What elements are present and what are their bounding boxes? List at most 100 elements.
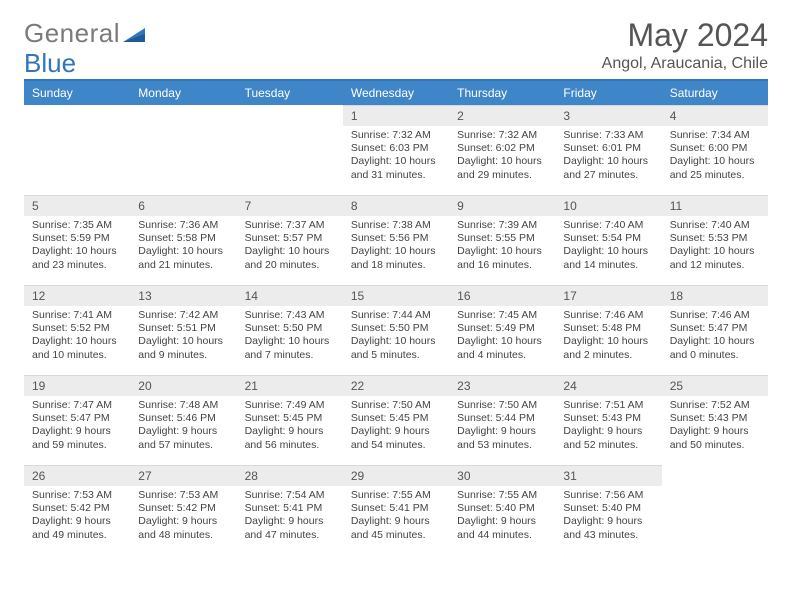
day-number: 8 — [343, 195, 449, 216]
daylight-line: Daylight: 10 hours and 27 minutes. — [563, 155, 653, 181]
sunrise-line: Sunrise: 7:54 AM — [245, 489, 335, 502]
sunrise-line: Sunrise: 7:49 AM — [245, 399, 335, 412]
day-body: Sunrise: 7:34 AMSunset: 6:00 PMDaylight:… — [662, 126, 768, 195]
daylight-line: Daylight: 9 hours and 43 minutes. — [563, 515, 653, 541]
sunset-line: Sunset: 5:48 PM — [563, 322, 653, 335]
sunset-line: Sunset: 5:46 PM — [138, 412, 228, 425]
sunset-line: Sunset: 6:02 PM — [457, 142, 547, 155]
daylight-line: Daylight: 9 hours and 49 minutes. — [32, 515, 122, 541]
daylight-line: Daylight: 10 hours and 4 minutes. — [457, 335, 547, 361]
daylight-line: Daylight: 10 hours and 7 minutes. — [245, 335, 335, 361]
day-number: 1 — [343, 105, 449, 126]
day-cell: 5Sunrise: 7:35 AMSunset: 5:59 PMDaylight… — [24, 195, 130, 285]
sunset-line: Sunset: 5:44 PM — [457, 412, 547, 425]
sunrise-line: Sunrise: 7:38 AM — [351, 219, 441, 232]
daylight-line: Daylight: 10 hours and 10 minutes. — [32, 335, 122, 361]
day-body: Sunrise: 7:53 AMSunset: 5:42 PMDaylight:… — [24, 486, 130, 555]
daylight-line: Daylight: 9 hours and 45 minutes. — [351, 515, 441, 541]
sunset-line: Sunset: 5:43 PM — [563, 412, 653, 425]
day-cell: 11Sunrise: 7:40 AMSunset: 5:53 PMDayligh… — [662, 195, 768, 285]
day-body: Sunrise: 7:53 AMSunset: 5:42 PMDaylight:… — [130, 486, 236, 555]
day-cell: 30Sunrise: 7:55 AMSunset: 5:40 PMDayligh… — [449, 465, 555, 555]
day-number: 23 — [449, 375, 555, 396]
sunset-line: Sunset: 5:41 PM — [351, 502, 441, 515]
day-number: 25 — [662, 375, 768, 396]
sunrise-line: Sunrise: 7:53 AM — [32, 489, 122, 502]
day-number: 4 — [662, 105, 768, 126]
sunrise-line: Sunrise: 7:40 AM — [563, 219, 653, 232]
daylight-line: Daylight: 9 hours and 50 minutes. — [670, 425, 760, 451]
day-body: Sunrise: 7:32 AMSunset: 6:02 PMDaylight:… — [449, 126, 555, 195]
day-cell: 29Sunrise: 7:55 AMSunset: 5:41 PMDayligh… — [343, 465, 449, 555]
sunset-line: Sunset: 5:56 PM — [351, 232, 441, 245]
day-body: Sunrise: 7:36 AMSunset: 5:58 PMDaylight:… — [130, 216, 236, 285]
sunset-line: Sunset: 5:57 PM — [245, 232, 335, 245]
day-number: 12 — [24, 285, 130, 306]
dow-monday: Monday — [130, 81, 236, 105]
day-number: 19 — [24, 375, 130, 396]
day-number: 9 — [449, 195, 555, 216]
sunrise-line: Sunrise: 7:52 AM — [670, 399, 760, 412]
daylight-line: Daylight: 10 hours and 20 minutes. — [245, 245, 335, 271]
day-of-week-row: Sunday Monday Tuesday Wednesday Thursday… — [24, 81, 768, 105]
sunrise-line: Sunrise: 7:34 AM — [670, 129, 760, 142]
sunset-line: Sunset: 6:03 PM — [351, 142, 441, 155]
day-number: 10 — [555, 195, 661, 216]
day-body: Sunrise: 7:55 AMSunset: 5:41 PMDaylight:… — [343, 486, 449, 555]
sunset-line: Sunset: 5:45 PM — [245, 412, 335, 425]
sunrise-line: Sunrise: 7:42 AM — [138, 309, 228, 322]
daylight-line: Daylight: 9 hours and 57 minutes. — [138, 425, 228, 451]
day-cell: 23Sunrise: 7:50 AMSunset: 5:44 PMDayligh… — [449, 375, 555, 465]
day-cell: 10Sunrise: 7:40 AMSunset: 5:54 PMDayligh… — [555, 195, 661, 285]
sunrise-line: Sunrise: 7:51 AM — [563, 399, 653, 412]
sunrise-line: Sunrise: 7:46 AM — [563, 309, 653, 322]
week-row: 1 Sunrise: 7:32 AM Sunset: 6:03 PM Daylight… — [24, 105, 768, 195]
sunrise-line: Sunrise: 7:39 AM — [457, 219, 547, 232]
day-cell — [662, 465, 768, 555]
day-cell: 26Sunrise: 7:53 AMSunset: 5:42 PMDayligh… — [24, 465, 130, 555]
day-body: Sunrise: 7:52 AMSunset: 5:43 PMDaylight:… — [662, 396, 768, 465]
week-row: 12Sunrise: 7:41 AMSunset: 5:52 PMDayligh… — [24, 285, 768, 375]
day-cell: 22Sunrise: 7:50 AMSunset: 5:45 PMDayligh… — [343, 375, 449, 465]
sunrise-line: Sunrise: 7:55 AM — [457, 489, 547, 502]
day-number: 16 — [449, 285, 555, 306]
week-row: 26Sunrise: 7:53 AMSunset: 5:42 PMDayligh… — [24, 465, 768, 555]
week-row: 5Sunrise: 7:35 AMSunset: 5:59 PMDaylight… — [24, 195, 768, 285]
day-body: Sunrise: 7:54 AMSunset: 5:41 PMDaylight:… — [237, 486, 343, 555]
day-cell: 3Sunrise: 7:33 AMSunset: 6:01 PMDaylight… — [555, 105, 661, 195]
day-body: Sunrise: 7:46 AMSunset: 5:48 PMDaylight:… — [555, 306, 661, 375]
day-body: Sunrise: 7:50 AMSunset: 5:45 PMDaylight:… — [343, 396, 449, 465]
daylight-line: Daylight: 9 hours and 52 minutes. — [563, 425, 653, 451]
day-body: Sunrise: 7:39 AMSunset: 5:55 PMDaylight:… — [449, 216, 555, 285]
dow-friday: Friday — [555, 81, 661, 105]
sunset-line: Sunset: 5:59 PM — [32, 232, 122, 245]
sunrise-line: Sunrise: 7:41 AM — [32, 309, 122, 322]
sunrise-line: Sunrise: 7:47 AM — [32, 399, 122, 412]
daylight-line: Daylight: 10 hours and 5 minutes. — [351, 335, 441, 361]
daylight-line: Daylight: 10 hours and 14 minutes. — [563, 245, 653, 271]
day-number: 29 — [343, 465, 449, 486]
sunrise-line: Sunrise: 7:48 AM — [138, 399, 228, 412]
day-cell: 24Sunrise: 7:51 AMSunset: 5:43 PMDayligh… — [555, 375, 661, 465]
daylight-line: Daylight: 10 hours and 9 minutes. — [138, 335, 228, 361]
day-cell: 21Sunrise: 7:49 AMSunset: 5:45 PMDayligh… — [237, 375, 343, 465]
day-body: Sunrise: 7:40 AMSunset: 5:54 PMDaylight:… — [555, 216, 661, 285]
location: Angol, Araucania, Chile — [602, 55, 768, 73]
sunrise-line: Sunrise: 7:44 AM — [351, 309, 441, 322]
daylight-line: Daylight: 10 hours and 21 minutes. — [138, 245, 228, 271]
sunset-line: Sunset: 5:49 PM — [457, 322, 547, 335]
sunset-line: Sunset: 5:45 PM — [351, 412, 441, 425]
day-cell: 2Sunrise: 7:32 AMSunset: 6:02 PMDaylight… — [449, 105, 555, 195]
sunrise-line: Sunrise: 7:32 AM — [457, 129, 547, 142]
daylight-line: Daylight: 9 hours and 54 minutes. — [351, 425, 441, 451]
day-cell: 7Sunrise: 7:37 AMSunset: 5:57 PMDaylight… — [237, 195, 343, 285]
month-title: May 2024 — [602, 18, 768, 53]
sunrise-line: Sunrise: 7:37 AM — [245, 219, 335, 232]
day-body: Sunrise: 7:37 AMSunset: 5:57 PMDaylight:… — [237, 216, 343, 285]
day-number: 14 — [237, 285, 343, 306]
sunset-line: Sunset: 6:01 PM — [563, 142, 653, 155]
sunrise-line: Sunrise: 7:33 AM — [563, 129, 653, 142]
day-body: Sunrise: 7:38 AMSunset: 5:56 PMDaylight:… — [343, 216, 449, 285]
day-number: 7 — [237, 195, 343, 216]
day-body: Sunrise: 7:51 AMSunset: 5:43 PMDaylight:… — [555, 396, 661, 465]
